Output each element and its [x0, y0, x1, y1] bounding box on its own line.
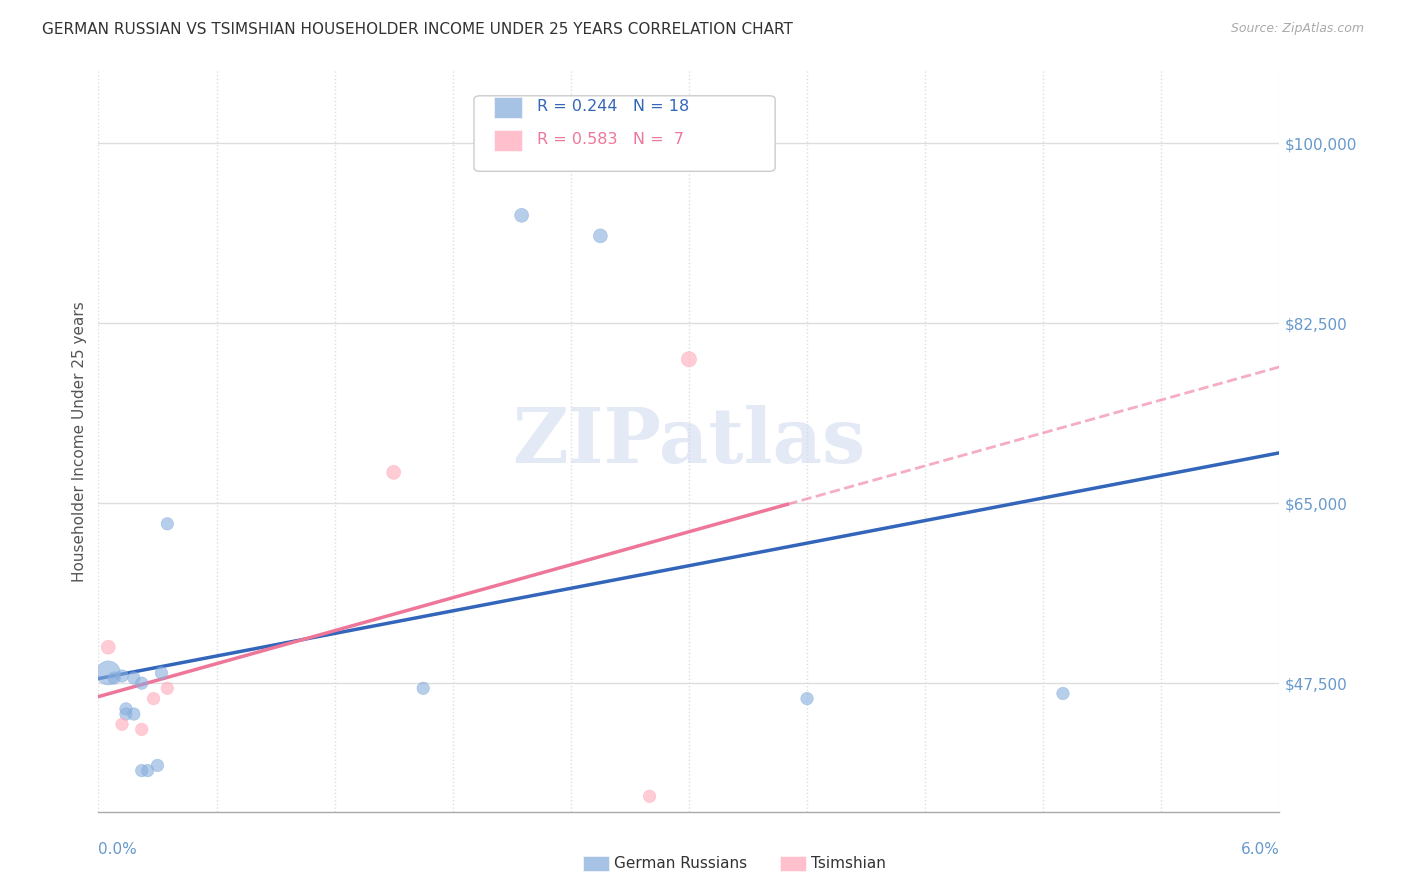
Point — [136, 764, 159, 778]
Point — [412, 681, 434, 696]
Point — [150, 665, 173, 680]
Point — [103, 671, 125, 685]
Text: Source: ZipAtlas.com: Source: ZipAtlas.com — [1230, 22, 1364, 36]
Point — [156, 681, 179, 696]
Point — [131, 764, 153, 778]
Point — [1052, 686, 1074, 700]
FancyBboxPatch shape — [494, 130, 523, 151]
FancyBboxPatch shape — [474, 95, 775, 171]
Point — [796, 691, 818, 706]
Point — [115, 706, 138, 721]
Point — [678, 352, 700, 367]
Point — [131, 723, 153, 737]
FancyBboxPatch shape — [494, 97, 523, 118]
Text: ZIPatlas: ZIPatlas — [512, 405, 866, 478]
Point — [156, 516, 179, 531]
Text: R = 0.244   N = 18: R = 0.244 N = 18 — [537, 99, 689, 114]
Point — [111, 717, 134, 731]
Point — [97, 640, 120, 655]
Point — [142, 691, 165, 706]
Point — [122, 706, 145, 721]
Point — [510, 208, 533, 222]
Point — [589, 228, 612, 243]
Text: 6.0%: 6.0% — [1240, 842, 1279, 857]
Point — [115, 702, 138, 716]
Text: 0.0%: 0.0% — [98, 842, 138, 857]
Point — [131, 676, 153, 690]
Y-axis label: Householder Income Under 25 years: Householder Income Under 25 years — [72, 301, 87, 582]
Text: GERMAN RUSSIAN VS TSIMSHIAN HOUSEHOLDER INCOME UNDER 25 YEARS CORRELATION CHART: GERMAN RUSSIAN VS TSIMSHIAN HOUSEHOLDER … — [42, 22, 793, 37]
Point — [111, 669, 134, 683]
Text: Tsimshian: Tsimshian — [811, 856, 886, 871]
Point — [638, 789, 661, 804]
Point — [97, 665, 120, 680]
Text: R = 0.583   N =  7: R = 0.583 N = 7 — [537, 132, 683, 147]
Point — [146, 758, 169, 772]
Point — [122, 671, 145, 685]
Point — [382, 466, 405, 480]
Text: German Russians: German Russians — [614, 856, 748, 871]
